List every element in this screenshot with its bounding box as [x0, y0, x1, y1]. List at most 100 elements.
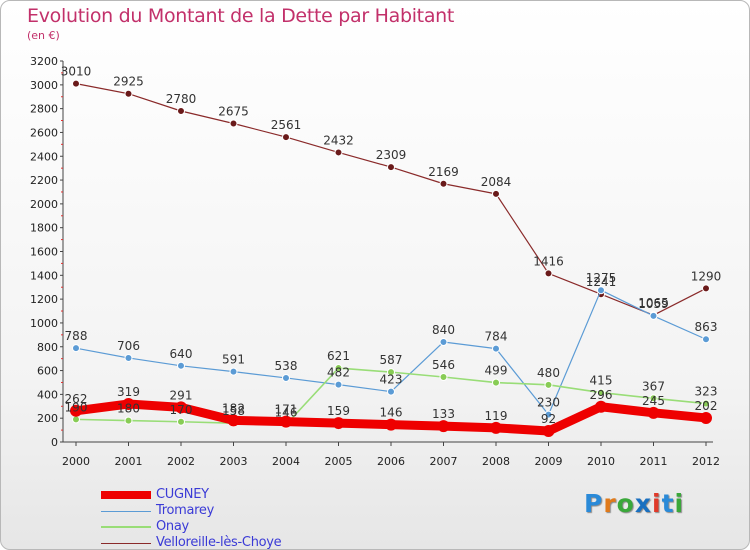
legend-label: Tromarey [156, 503, 215, 518]
data-point [700, 411, 712, 424]
y-tick-label: 1200 [30, 293, 58, 306]
data-point [544, 380, 553, 389]
x-tick-label: 2011 [640, 455, 668, 468]
x-tick-label: 2003 [220, 455, 248, 468]
data-point [72, 415, 80, 424]
data-label: 2309 [376, 148, 407, 162]
legend-swatch [101, 543, 151, 544]
data-point [492, 378, 500, 387]
data-point [544, 410, 553, 419]
data-label: 291 [170, 388, 193, 402]
data-point [597, 388, 605, 397]
data-label: 159 [327, 404, 350, 418]
x-tick-label: 2010 [587, 455, 615, 468]
data-point [649, 394, 658, 403]
data-label: 202 [695, 399, 718, 413]
data-point [439, 337, 448, 346]
data-label: 788 [65, 329, 88, 343]
data-label: 1059 [638, 297, 669, 311]
chart-subtitle: (en €) [27, 29, 60, 42]
data-label: 323 [695, 385, 718, 399]
y-tick-label: 0 [51, 436, 58, 449]
data-label: 546 [432, 358, 455, 372]
data-point [597, 286, 605, 295]
data-point [542, 425, 555, 438]
data-label: 1416 [533, 254, 564, 268]
data-point [385, 418, 397, 431]
data-point [332, 417, 345, 430]
data-label: 1290 [691, 269, 722, 283]
x-tick-label: 2008 [482, 455, 510, 468]
y-tick-label: 600 [37, 365, 58, 378]
data-label: 640 [170, 347, 193, 361]
data-point [437, 420, 450, 433]
data-point [124, 353, 133, 362]
y-tick-label: 3200 [30, 55, 58, 68]
data-point [280, 415, 292, 428]
data-point [282, 133, 290, 142]
data-point [282, 373, 290, 382]
y-tick-label: 400 [37, 388, 58, 401]
y-tick-label: 200 [37, 412, 58, 425]
data-label: 146 [380, 406, 403, 420]
y-tick-label: 1600 [30, 246, 58, 259]
data-point [387, 163, 395, 172]
y-tick-label: 1800 [30, 222, 58, 235]
data-point [702, 335, 710, 344]
data-label: 1065 [638, 296, 669, 310]
data-label: 158 [222, 404, 245, 418]
data-label: 170 [170, 403, 193, 417]
data-label: 863 [695, 320, 718, 334]
data-point [544, 269, 553, 278]
x-tick-label: 2007 [430, 455, 458, 468]
data-label: 784 [485, 330, 508, 344]
data-label: 182 [222, 401, 245, 415]
data-label: 482 [327, 366, 350, 380]
data-label: 1241 [586, 275, 617, 289]
data-point [492, 189, 500, 198]
data-label: 190 [65, 400, 88, 414]
data-label: 2675 [218, 105, 249, 119]
x-tick-label: 2002 [167, 455, 195, 468]
data-point [334, 364, 343, 373]
data-point [122, 398, 135, 411]
data-label: 2780 [166, 92, 197, 106]
y-tick-label: 1400 [30, 269, 58, 282]
data-point [492, 344, 500, 353]
data-label: 2084 [481, 175, 512, 189]
data-point [124, 416, 133, 425]
data-point [702, 399, 710, 408]
data-label: 591 [222, 353, 245, 367]
data-label: 538 [275, 359, 298, 373]
legend-swatch [101, 491, 151, 499]
x-tick-label: 2004 [272, 455, 300, 468]
data-point [229, 367, 238, 376]
y-tick-label: 2200 [30, 174, 58, 187]
y-tick-label: 2600 [30, 126, 58, 139]
y-tick-label: 2800 [30, 103, 58, 116]
y-tick-label: 2400 [30, 150, 58, 163]
data-point [177, 361, 185, 370]
data-label: 621 [327, 349, 350, 363]
data-label: 2561 [271, 118, 302, 132]
chart-title: Evolution du Montant de la Dette par Hab… [27, 5, 455, 27]
data-label: 262 [65, 392, 88, 406]
data-label: 3010 [61, 65, 92, 79]
y-tick-label: 2000 [30, 198, 58, 211]
data-point [647, 406, 660, 419]
data-label: 2169 [428, 165, 459, 179]
legend-label: Onay [156, 519, 189, 534]
data-label: 230 [537, 396, 560, 410]
data-label: 415 [590, 374, 613, 388]
data-point [387, 368, 395, 377]
data-point [70, 404, 82, 417]
legend-label: Velloreille-lès-Choye [156, 535, 282, 550]
x-tick-label: 2006 [377, 455, 405, 468]
data-label: 2432 [323, 133, 354, 147]
y-tick-label: 3000 [30, 79, 58, 92]
data-point [649, 311, 658, 320]
x-tick-label: 2009 [535, 455, 563, 468]
data-label: 92 [541, 412, 556, 426]
data-point [334, 380, 343, 389]
